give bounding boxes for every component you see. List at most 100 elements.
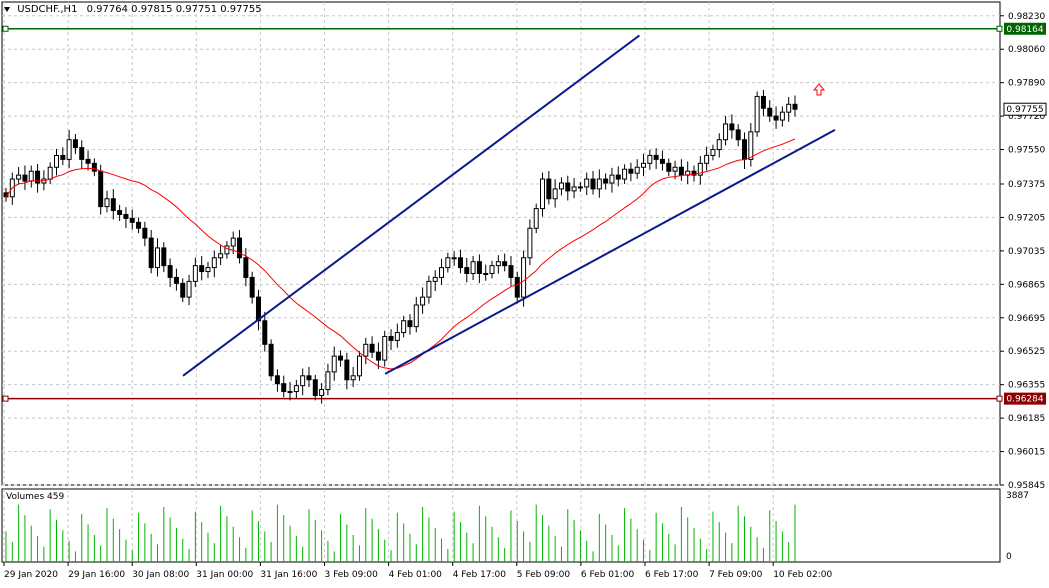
candle-body	[117, 210, 123, 215]
resistance-line-handle[interactable]	[996, 25, 1003, 32]
time-tick-label: 7 Feb 09:00	[709, 570, 763, 580]
candle-body	[268, 343, 274, 377]
moving-average-line	[5, 138, 796, 370]
candle-body	[255, 296, 261, 322]
candle-body	[754, 95, 760, 133]
price-tick-label: 0.97720	[1008, 112, 1045, 122]
candle-body	[356, 355, 362, 377]
support-line-price-tag	[1004, 392, 1046, 405]
time-tick-label: 31 Jan 00:00	[196, 570, 253, 580]
up-arrow-icon	[812, 83, 826, 96]
price-tick-label: 0.96525	[1008, 347, 1045, 357]
candle-body	[388, 335, 394, 341]
candle-body	[60, 154, 66, 160]
candle-body	[407, 320, 413, 328]
candle-body	[325, 371, 331, 391]
candle-body	[186, 280, 192, 298]
candle-body	[287, 391, 293, 394]
time-tick-label: 31 Jan 16:00	[260, 570, 317, 580]
candle-body	[338, 355, 344, 361]
candle-body	[628, 168, 634, 174]
candle-body	[382, 335, 388, 361]
candle-body	[470, 261, 476, 275]
channel-lower-line[interactable]	[384, 129, 836, 375]
candle-body	[483, 273, 489, 276]
price-tick-label: 0.98060	[1008, 45, 1045, 55]
candle-body	[104, 198, 110, 208]
candle-body	[142, 227, 148, 239]
support-line-handle[interactable]	[996, 395, 1003, 402]
price-tick-label: 0.97375	[1008, 180, 1045, 190]
time-tick-label: 5 Feb 09:00	[517, 570, 571, 580]
candle-body	[262, 320, 268, 345]
candle-body	[72, 139, 78, 149]
channel-upper-line[interactable]	[182, 34, 640, 377]
candle-body	[230, 237, 236, 247]
candle-body	[546, 178, 552, 200]
candle-body	[167, 265, 173, 278]
time-tick-label: 29 Jan 16:00	[68, 570, 125, 580]
candle-body	[249, 276, 255, 298]
candle-body	[180, 282, 186, 298]
candle-body	[590, 178, 596, 190]
time-tick-label: 6 Feb 17:00	[645, 570, 699, 580]
price-tick-label: 0.96185	[1008, 414, 1045, 424]
candle-body	[533, 208, 539, 229]
candle-body	[205, 267, 211, 273]
candle-body	[129, 217, 135, 223]
volume-panel-border	[1, 488, 1001, 563]
price-tick-label: 0.96695	[1008, 314, 1045, 324]
candle-body	[16, 174, 22, 180]
price-tick-label: 0.97550	[1008, 146, 1045, 156]
price-tick-label: 0.96355	[1008, 381, 1045, 391]
candle-body	[704, 154, 710, 164]
candle-body	[413, 304, 419, 328]
time-tick-label: 4 Feb 01:00	[389, 570, 443, 580]
candle-body	[666, 162, 672, 172]
price-tick-label: 0.95845	[1008, 481, 1045, 491]
candle-body	[786, 103, 792, 113]
candle-body	[110, 198, 116, 212]
resistance-line-price-tag	[1004, 22, 1046, 35]
candle-body	[148, 237, 154, 269]
support-line-handle[interactable]	[2, 395, 9, 402]
volume-zero-label: 0	[1006, 552, 1012, 562]
candle-body	[767, 107, 773, 117]
candle-body	[678, 166, 684, 176]
candle-body	[723, 123, 729, 141]
candle-body	[281, 383, 287, 393]
candle-body	[98, 170, 104, 208]
time-tick-label: 4 Feb 17:00	[453, 570, 507, 580]
candle-body	[350, 375, 356, 381]
candle-body	[773, 115, 779, 121]
candle-body	[300, 375, 306, 387]
candle-body	[85, 158, 91, 164]
candle-body	[659, 158, 665, 164]
candle-body	[218, 253, 224, 259]
candle-body	[154, 247, 160, 269]
candle-body	[748, 131, 754, 160]
candle-body	[432, 276, 438, 282]
candle-body	[540, 178, 546, 210]
candle-body	[28, 170, 34, 182]
candle-body	[237, 237, 243, 259]
resistance-line-handle[interactable]	[2, 25, 9, 32]
price-tick-label: 0.96865	[1008, 280, 1045, 290]
candle-body	[464, 267, 470, 275]
triangle-down-icon[interactable]	[4, 6, 10, 12]
candle-body	[691, 170, 697, 176]
current-price-label: 0.97755	[1006, 105, 1043, 115]
candle-body	[331, 355, 337, 373]
candle-body	[697, 162, 703, 176]
symbol-label: USDCHF.,H1	[17, 4, 78, 15]
candle-body	[192, 265, 198, 282]
price-tick-label: 0.98230	[1008, 12, 1045, 22]
candle-body	[211, 257, 217, 269]
resistance-line-price-label: 0.98164	[1006, 25, 1043, 35]
candle-body	[173, 276, 179, 284]
candle-body	[552, 188, 558, 200]
candle-body	[476, 261, 482, 275]
candle-body	[672, 166, 678, 172]
